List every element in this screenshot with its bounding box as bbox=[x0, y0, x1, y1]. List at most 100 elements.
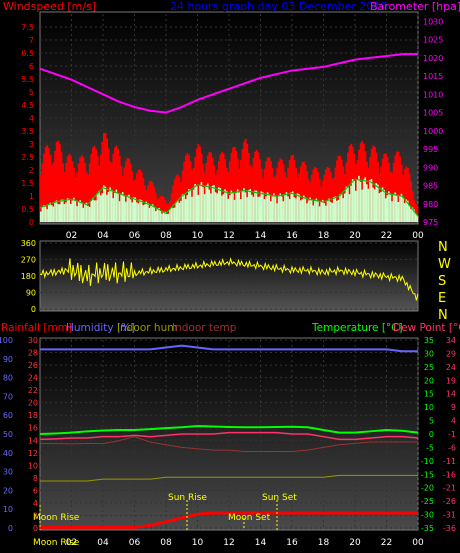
indoor-temp-line bbox=[39, 436, 418, 452]
wind-avg-bar bbox=[170, 207, 173, 222]
wind-y-tick: 3.5 bbox=[21, 127, 34, 136]
wind-gust-bar bbox=[90, 153, 93, 222]
wind-avg-bar bbox=[177, 200, 179, 222]
wind-gust-bar bbox=[252, 157, 255, 222]
wind-gust-bar bbox=[230, 152, 233, 222]
wind-avg-bar bbox=[63, 203, 66, 222]
wind-gust-bar bbox=[263, 168, 266, 222]
wind-avg-bar bbox=[373, 189, 376, 222]
wind-avg-bar bbox=[178, 202, 181, 222]
wind-gust-bar bbox=[399, 156, 401, 222]
temperature-y-tick: 10 bbox=[424, 403, 434, 412]
wind-gust-bar bbox=[65, 163, 68, 222]
wind-avg-bar bbox=[288, 199, 291, 222]
humidity-y-tick: 90 bbox=[3, 355, 13, 364]
wind-avg-bar bbox=[356, 179, 359, 222]
wind-avg-bar bbox=[266, 192, 269, 222]
wind-avg-bar bbox=[391, 201, 394, 222]
dewpoint-y-tick: -36 bbox=[443, 524, 456, 533]
wind-avg-bar bbox=[132, 197, 135, 222]
barometer-y-tick: 980 bbox=[423, 200, 438, 209]
wind-avg-bar bbox=[402, 197, 405, 222]
wind-avg-bar bbox=[243, 188, 246, 222]
wind-gust-bar bbox=[251, 166, 253, 222]
wind-avg-bar bbox=[195, 186, 198, 222]
wind-gust-bar bbox=[172, 185, 175, 222]
wind-avg-bar bbox=[274, 196, 277, 222]
wind-avg-bar bbox=[57, 204, 60, 222]
wind-avg-bar bbox=[82, 207, 85, 222]
wind-avg-bar bbox=[361, 189, 364, 222]
wind-avg-bar bbox=[314, 200, 316, 222]
direction-y-tick: 0 bbox=[31, 305, 36, 314]
humidity-y-tick: 50 bbox=[3, 430, 13, 439]
wind-avg-bar bbox=[136, 202, 138, 222]
wind-gust-bar bbox=[392, 162, 395, 222]
wind-avg-bar bbox=[362, 179, 365, 222]
wind-avg-bar bbox=[180, 200, 183, 222]
wind-avg-bar bbox=[339, 194, 342, 222]
wind-gust-bar bbox=[247, 152, 250, 222]
wind-avg-bar bbox=[331, 202, 334, 222]
temperature-y-tick: 25 bbox=[424, 363, 434, 372]
temperature-y-tick: 0 bbox=[429, 430, 434, 439]
wind-avg-bar bbox=[414, 213, 417, 222]
wind-gust-bar bbox=[290, 155, 293, 222]
wind-avg-bar bbox=[293, 197, 296, 222]
wind-gust-bar bbox=[336, 160, 338, 222]
wind-gust-bar bbox=[52, 162, 55, 222]
wind-avg-bar bbox=[99, 195, 102, 222]
moon-rise-label: Moon Rise bbox=[33, 513, 80, 523]
wind-gust-bar bbox=[173, 179, 176, 222]
wind-gust-bar bbox=[186, 153, 189, 222]
wind-avg-bar bbox=[126, 195, 129, 222]
wind-gust-bar bbox=[199, 146, 201, 222]
wind-gust-bar bbox=[51, 164, 53, 222]
wind-avg-bar bbox=[255, 190, 258, 222]
temperature-y-tick: 20 bbox=[424, 376, 434, 385]
wind-y-tick: 5.5 bbox=[21, 75, 34, 84]
wind-avg-bar bbox=[345, 186, 348, 222]
barometer-y-tick: 1025 bbox=[423, 36, 443, 45]
wind-gust-bar bbox=[301, 162, 304, 222]
wind-avg-bar bbox=[229, 195, 231, 222]
wind-gust-bar bbox=[85, 171, 88, 222]
wind-gust-bar bbox=[299, 166, 302, 222]
wind-avg-bar bbox=[210, 193, 212, 222]
wind-avg-bar bbox=[125, 201, 127, 222]
wind-gust-bar bbox=[315, 168, 318, 222]
sun-rise-label: Sun Rise bbox=[168, 493, 207, 503]
wind-gust-bar bbox=[41, 163, 44, 222]
barometer-y-tick: 1010 bbox=[423, 90, 443, 99]
wind-gust-bar bbox=[222, 153, 225, 222]
rainfall-line bbox=[40, 511, 418, 529]
barometer-y-tick: 1030 bbox=[423, 17, 443, 26]
wind-gust-bar bbox=[103, 132, 105, 222]
dewpoint-y-tick: 34 bbox=[446, 336, 456, 345]
wind-gust-bar bbox=[405, 166, 408, 222]
rainfall-legend: Rainfall [mm] bbox=[1, 322, 72, 334]
wind-avg-bar bbox=[44, 206, 47, 222]
wind-avg-bar bbox=[60, 199, 63, 222]
wind-avg-bar bbox=[153, 206, 156, 222]
wind-gust-bar bbox=[162, 197, 165, 222]
wind-avg-bar bbox=[388, 191, 390, 222]
wind-gust-bar bbox=[329, 172, 332, 222]
wind-avg-bar bbox=[381, 187, 384, 222]
wind-avg-bar bbox=[282, 201, 285, 222]
wind-gust-bar bbox=[125, 160, 127, 222]
barometer-y-tick: 1015 bbox=[423, 72, 443, 81]
wind-avg-bar bbox=[47, 204, 50, 222]
humidity-legend: Humidity [%] bbox=[66, 322, 135, 334]
barometer-y-tick: 985 bbox=[423, 182, 438, 191]
wind-gust-bar bbox=[82, 157, 85, 222]
wind-gust-bar bbox=[40, 174, 42, 222]
wind-avg-bar bbox=[233, 199, 236, 222]
wind-avg-bar bbox=[384, 198, 387, 222]
wind-avg-bar bbox=[150, 205, 153, 222]
wind-x-tick: 04 bbox=[97, 231, 109, 241]
direction-y-tick: 360 bbox=[21, 239, 36, 248]
rain-y-tick: 26 bbox=[28, 361, 38, 370]
wind-y-tick: 4 bbox=[29, 114, 34, 123]
wind-gust-bar bbox=[287, 167, 290, 222]
